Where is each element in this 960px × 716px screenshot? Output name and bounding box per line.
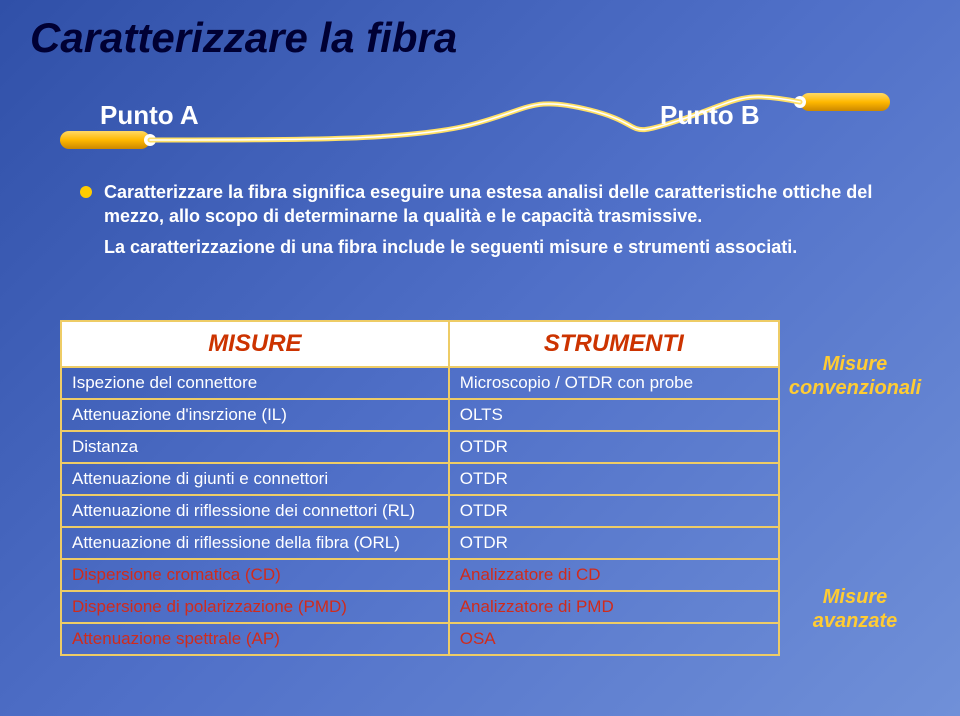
cell-strumenti: OTDR (449, 463, 779, 495)
slide-title: Caratterizzare la fibra (30, 14, 457, 62)
table-row: Attenuazione spettrale (AP)OSA (61, 623, 779, 655)
measures-table: MISURE STRUMENTI Ispezione del connettor… (60, 320, 780, 656)
cell-misure: Attenuazione di giunti e connettori (61, 463, 449, 495)
cell-strumenti: OSA (449, 623, 779, 655)
side-labels: Misureconvenzionali Misureavanzate (780, 352, 930, 633)
cell-misure: Attenuazione d'insrzione (IL) (61, 399, 449, 431)
table-header-row: MISURE STRUMENTI (61, 321, 779, 367)
label-convenzionali: Misureconvenzionali (780, 352, 930, 400)
header-strumenti: STRUMENTI (449, 321, 779, 367)
cell-misure: Ispezione del connettore (61, 367, 449, 399)
cell-misure: Dispersione cromatica (CD) (61, 559, 449, 591)
table-row: Attenuazione di riflessione dei connetto… (61, 495, 779, 527)
cell-strumenti: Analizzatore di CD (449, 559, 779, 591)
cell-strumenti: OTDR (449, 495, 779, 527)
cell-misure: Dispersione di polarizzazione (PMD) (61, 591, 449, 623)
table-row: Dispersione cromatica (CD)Analizzatore d… (61, 559, 779, 591)
header-misure: MISURE (61, 321, 449, 367)
cell-strumenti: OLTS (449, 399, 779, 431)
table-row: Attenuazione d'insrzione (IL)OLTS (61, 399, 779, 431)
table-row: DistanzaOTDR (61, 431, 779, 463)
table-row: Attenuazione di riflessione della fibra … (61, 527, 779, 559)
point-b-label: Punto B (660, 100, 760, 131)
cell-strumenti: Microscopio / OTDR con probe (449, 367, 779, 399)
bullet-text-1: Caratterizzare la fibra significa esegui… (104, 180, 890, 229)
cell-misure: Attenuazione di riflessione dei connetto… (61, 495, 449, 527)
cell-misure: Attenuazione di riflessione della fibra … (61, 527, 449, 559)
cell-misure: Attenuazione spettrale (AP) (61, 623, 449, 655)
bullet-text-2: La caratterizzazione di una fibra includ… (104, 235, 890, 259)
cell-strumenti: Analizzatore di PMD (449, 591, 779, 623)
label-avanzate: Misureavanzate (780, 585, 930, 633)
table-row: Ispezione del connettoreMicroscopio / OT… (61, 367, 779, 399)
table-row: Dispersione di polarizzazione (PMD)Anali… (61, 591, 779, 623)
description-block: Caratterizzare la fibra significa esegui… (80, 180, 890, 259)
point-a-label: Punto A (100, 100, 199, 131)
bullet-icon (80, 186, 92, 198)
table-row: Attenuazione di giunti e connettoriOTDR (61, 463, 779, 495)
cell-misure: Distanza (61, 431, 449, 463)
cell-strumenti: OTDR (449, 527, 779, 559)
cell-strumenti: OTDR (449, 431, 779, 463)
